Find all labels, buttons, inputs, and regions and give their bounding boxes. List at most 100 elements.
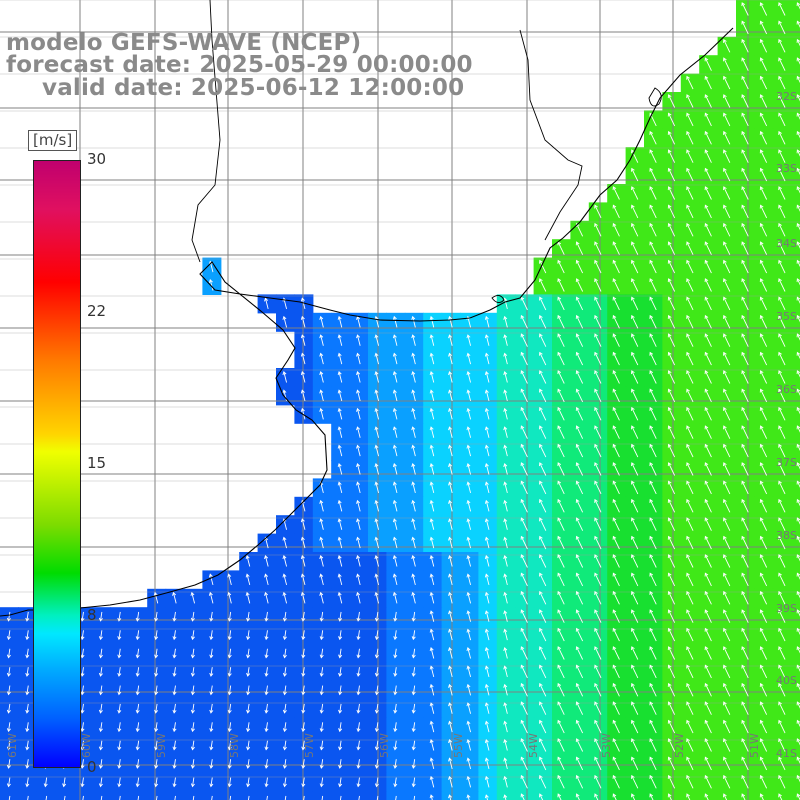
- wind-arrow: [741, 259, 749, 274]
- wind-arrow: [264, 630, 269, 641]
- wind-arrow: [796, 259, 800, 268]
- wind-arrow: [356, 667, 361, 677]
- wind-arrow: [686, 425, 694, 439]
- wind-arrow: [667, 278, 676, 292]
- wind-arrow: [649, 627, 657, 642]
- wind-arrow: [575, 535, 584, 550]
- wind-arrow: [319, 407, 324, 420]
- wind-cell: [312, 791, 332, 800]
- wind-arrow: [356, 444, 361, 457]
- wind-cell: [55, 791, 75, 800]
- wind-cell: [791, 147, 800, 167]
- wind-arrow: [374, 667, 379, 677]
- wind-arrow: [631, 167, 639, 182]
- wind-arrow: [575, 572, 584, 587]
- wind-arrow: [778, 167, 786, 182]
- wind-arrow: [411, 499, 416, 512]
- wind-arrow: [520, 719, 528, 734]
- wind-arrow: [25, 611, 30, 622]
- wind-cell: [110, 791, 130, 800]
- wind-arrow: [520, 646, 528, 660]
- wind-arrow: [539, 314, 547, 329]
- wind-arrow: [429, 591, 435, 604]
- wind-arrow: [429, 647, 435, 659]
- wind-arrow: [484, 739, 490, 751]
- wind-arrow: [796, 793, 800, 800]
- wind-arrow: [741, 222, 749, 237]
- wind-arrow: [411, 536, 416, 549]
- wind-arrow: [319, 315, 324, 328]
- wind-arrow: [484, 665, 490, 678]
- wind-arrow: [612, 259, 620, 274]
- wind-arrow: [520, 572, 528, 587]
- wind-arrow: [649, 370, 657, 384]
- wind-arrow: [374, 481, 379, 494]
- wind-arrow: [520, 664, 528, 679]
- wind-arrow: [190, 591, 195, 604]
- wind-arrow: [448, 315, 453, 328]
- wind-arrow: [520, 296, 528, 311]
- wind-cell: [533, 791, 553, 800]
- wind-arrow: [704, 296, 712, 311]
- wind-arrow: [356, 334, 361, 346]
- wind-arrow: [667, 793, 672, 800]
- wind-arrow: [503, 794, 508, 800]
- wind-cell: [386, 791, 406, 800]
- wind-arrow: [612, 701, 620, 715]
- wind-arrow: [190, 648, 195, 659]
- wind-arrow: [356, 573, 361, 586]
- wind-arrow: [374, 334, 379, 346]
- wind-arrow: [704, 517, 712, 531]
- wind-arrow: [704, 241, 712, 255]
- wind-arrow: [264, 667, 269, 677]
- wind-arrow: [631, 259, 639, 274]
- wind-arrow: [448, 775, 453, 788]
- wind-arrow: [374, 591, 379, 604]
- wind-arrow: [759, 774, 768, 789]
- wind-arrow: [575, 296, 584, 311]
- wind-arrow: [282, 667, 287, 677]
- wind-arrow: [300, 297, 306, 310]
- wind-arrow: [154, 759, 159, 769]
- wind-arrow: [466, 665, 471, 678]
- wind-arrow: [80, 667, 85, 677]
- wind-arrow: [374, 759, 379, 769]
- wind-arrow: [539, 480, 547, 495]
- wind-arrow: [227, 685, 232, 696]
- wind-arrow: [612, 793, 617, 800]
- wind-arrow: [741, 388, 749, 403]
- wind-arrow: [154, 611, 159, 622]
- wind-arrow: [429, 610, 435, 622]
- wind-arrow: [466, 518, 471, 530]
- wind-arrow: [300, 334, 306, 346]
- wind-cell: [791, 368, 800, 387]
- wind-cell: [404, 791, 424, 800]
- wind-arrow: [649, 535, 657, 550]
- wind-arrow: [448, 407, 453, 420]
- wind-arrow: [741, 314, 749, 329]
- wind-arrow: [796, 627, 800, 636]
- wind-arrow: [319, 499, 324, 512]
- wind-arrow: [778, 646, 786, 660]
- wind-arrow: [80, 759, 85, 769]
- wind-cell: [460, 791, 479, 800]
- wind-arrow: [759, 682, 768, 697]
- colorbar-tick-22: 22: [87, 302, 107, 320]
- wind-arrow: [704, 535, 712, 550]
- wind-arrow: [6, 630, 11, 641]
- wind-arrow: [649, 222, 657, 237]
- wind-arrow: [778, 756, 786, 771]
- wind-arrow: [466, 610, 471, 622]
- wind-arrow: [356, 352, 361, 365]
- wind-arrow: [448, 518, 453, 530]
- wind-arrow: [686, 351, 694, 366]
- wind-arrow: [649, 204, 657, 219]
- grid-labels: 32S 33S 34S 35S 36S 37S 38S 39S 40S 41S 61W 60W 59W 5…: [6, 90, 797, 760]
- wind-arrow: [374, 444, 379, 457]
- wind-arrow: [796, 167, 800, 176]
- wind-arrow: [796, 406, 800, 415]
- wind-arrow: [301, 667, 306, 677]
- wind-arrow: [631, 554, 639, 568]
- wind-arrow: [796, 333, 800, 341]
